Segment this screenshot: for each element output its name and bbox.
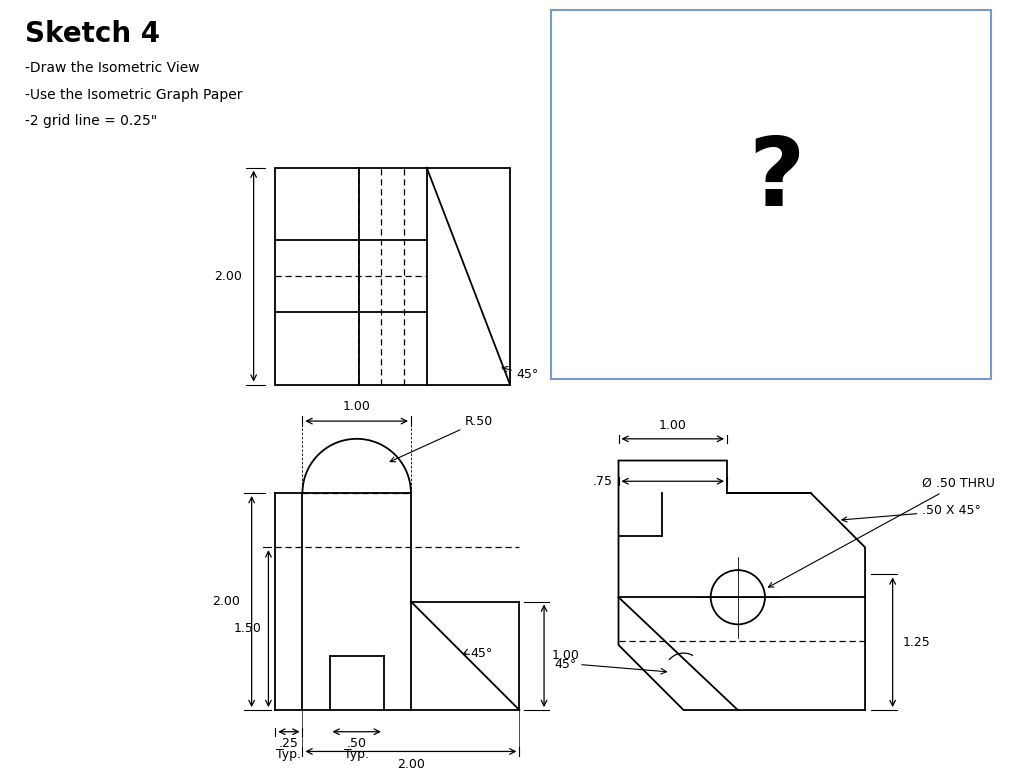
Text: ?: ? <box>749 133 805 226</box>
Text: Typ.: Typ. <box>276 747 301 760</box>
Text: Sketch 4: Sketch 4 <box>25 20 160 48</box>
Text: 1.00: 1.00 <box>658 419 687 432</box>
Text: 1.00: 1.00 <box>552 649 580 662</box>
Text: -2 grid line = 0.25": -2 grid line = 0.25" <box>25 114 157 128</box>
Text: 1.00: 1.00 <box>343 400 371 413</box>
Text: 2.00: 2.00 <box>397 758 425 771</box>
Text: 45°: 45° <box>516 368 539 381</box>
Text: -Draw the Isometric View: -Draw the Isometric View <box>25 61 200 75</box>
Text: -Use the Isometric Graph Paper: -Use the Isometric Graph Paper <box>25 88 243 102</box>
Text: R.50: R.50 <box>390 415 494 462</box>
Text: 1.50: 1.50 <box>233 622 261 635</box>
Text: 2.00: 2.00 <box>214 269 242 283</box>
Text: .50: .50 <box>347 736 367 750</box>
Text: 1.25: 1.25 <box>902 635 930 648</box>
Text: .25: .25 <box>279 736 299 750</box>
Text: 2.00: 2.00 <box>212 595 240 608</box>
Text: Typ.: Typ. <box>344 747 370 760</box>
Text: Ø .50 THRU: Ø .50 THRU <box>768 477 995 587</box>
Text: .50 X 45°: .50 X 45° <box>842 504 981 522</box>
Text: .75: .75 <box>593 475 612 488</box>
Text: 45°: 45° <box>471 647 493 660</box>
Text: 45°: 45° <box>555 658 578 671</box>
